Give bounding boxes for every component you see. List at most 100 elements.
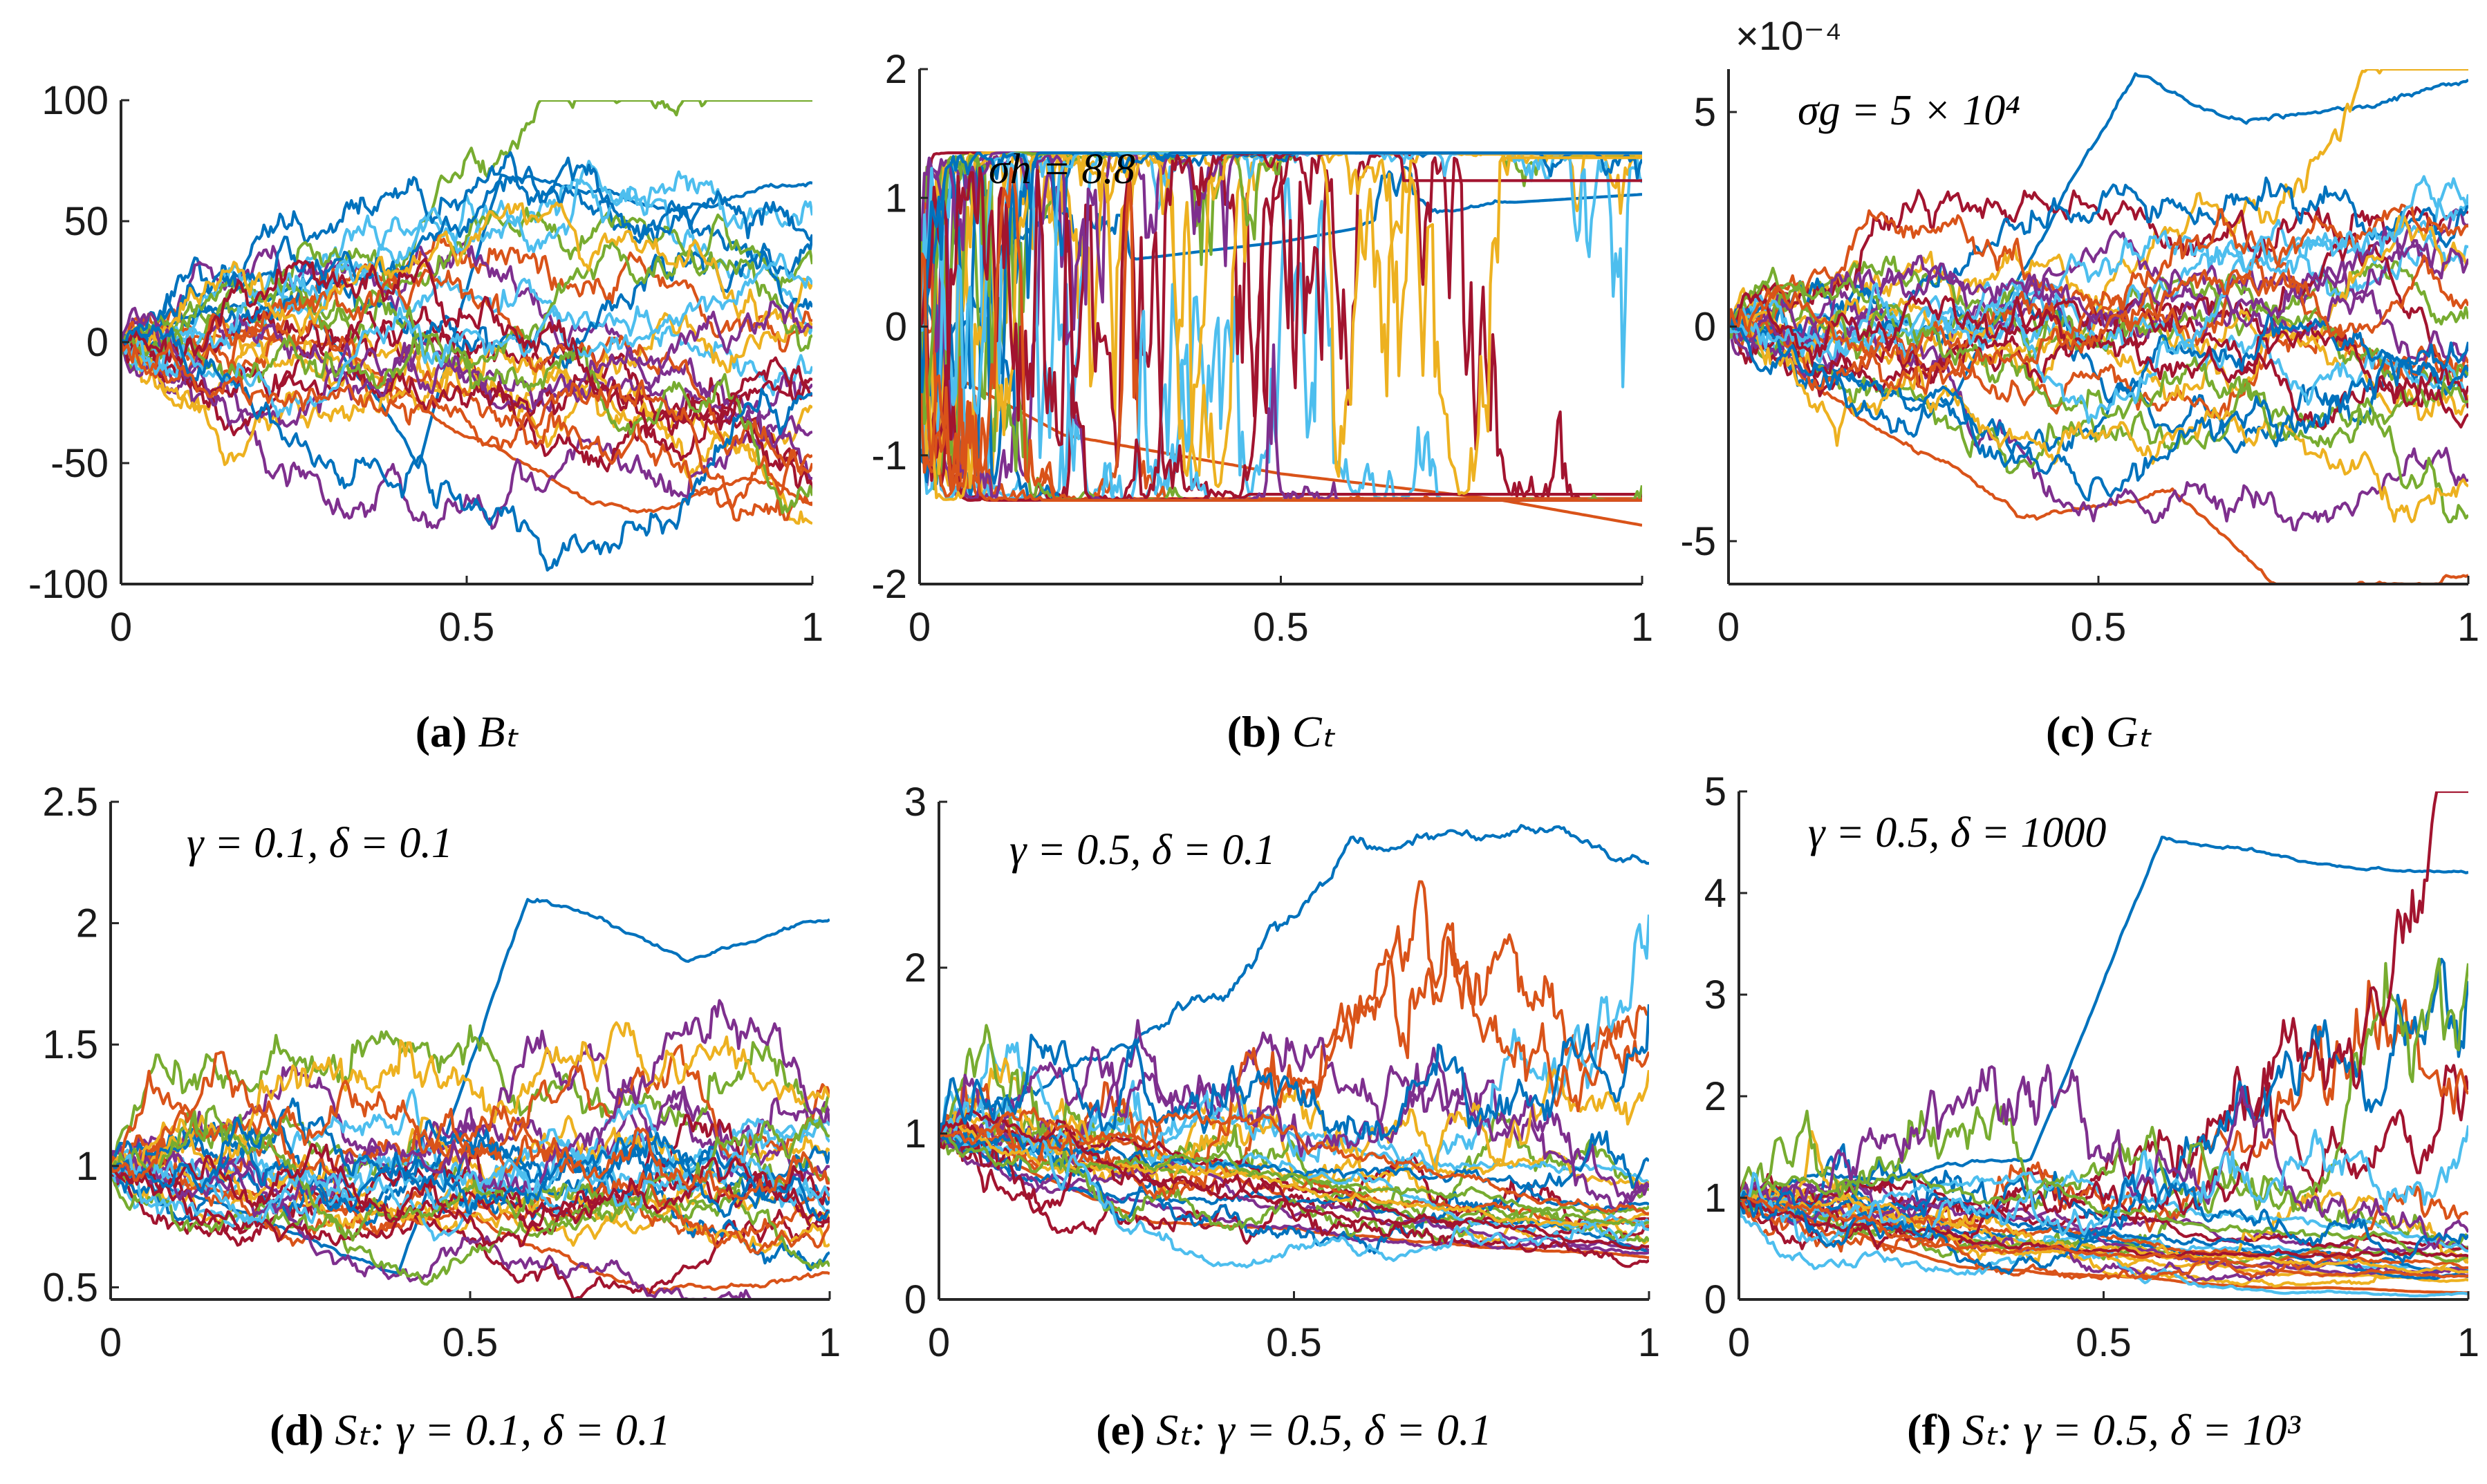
x-tick-label: 0.5 [2076,1320,2132,1365]
annotation: γ = 0.5, δ = 0.1 [1009,827,1276,874]
series-line-19 [1739,957,2468,1213]
series-line-8 [121,151,812,349]
series-line-14 [121,306,812,491]
series-line-29 [1729,318,2468,502]
annotation: γ = 0.5, δ = 1000 [1808,809,2106,856]
series-line-26 [111,1105,830,1242]
caption-spacer [2095,707,2106,756]
series-group [939,824,1649,1269]
series-line-30 [1739,1195,2468,1279]
series-line-19 [939,1024,1649,1243]
series-line-25 [121,300,812,428]
series-line-14 [111,1114,830,1247]
y-tick-label: 5 [1694,90,1716,135]
x-tick-label: 1 [819,1320,841,1365]
caption-body: Sₜ: γ = 0.5, δ = 0.1 [1156,1405,1492,1454]
series-line-9 [1739,979,2468,1254]
series-line-18 [111,1143,830,1299]
caption-spacer [1951,1405,1962,1454]
caption-body: Sₜ: γ = 0.1, δ = 0.1 [335,1405,671,1454]
panel-d: 0 0.5 10.511.522.5γ = 0.1, δ = 0.1(d) Sₜ: … [42,780,841,1454]
y-tick-label: 2 [885,47,907,92]
caption-label: (f) [1907,1405,1951,1454]
series-line-23 [121,268,812,473]
series-line-24 [111,1021,830,1174]
series-line-4 [121,332,812,530]
series-line-28 [939,1109,1649,1250]
y-tick-label: 100 [41,78,109,123]
series-line-24 [939,1118,1649,1229]
y-tick-label: 0 [86,320,109,365]
series-line-4 [1739,1178,2468,1254]
caption-spacer [324,1405,335,1454]
series-line-9 [111,1136,830,1239]
y-tick-label: 1.5 [42,1022,98,1067]
y-tick-label: 1 [904,1111,926,1156]
caption-body: Cₜ [1292,707,1336,756]
series-line-16 [111,1044,830,1247]
x-tick-label: 0 [909,605,931,650]
panel-e: 0 0.5 1 0 1 2 3 γ = 0.5, δ = 0.1 (e) Sₜ: γ = 0.5… [904,780,1660,1454]
x-tick-label: 1 [1638,1320,1660,1365]
x-tick-label: 1 [801,605,823,650]
y-tick-label: -100 [28,562,109,607]
y-tick-label: 0.5 [42,1265,98,1310]
y-tick-label: 1 [885,176,907,220]
y-tick-label: 4 [1704,871,1726,916]
caption-body: Bₜ [478,707,519,756]
x-tick-label: 0.5 [443,1320,499,1365]
caption: (a) Bₜ [416,707,519,756]
x-tick-label: 1 [2457,1320,2479,1365]
x-tick-label: 1 [1631,605,1653,650]
series-group [920,151,1642,527]
x-tick-label: 0.5 [1253,605,1309,650]
series-line-13 [939,914,1649,1176]
caption: (f) Sₜ: γ = 0.5, δ = 10³ [1907,1405,2300,1454]
annotation: σh = 8.8 [989,146,1135,193]
series-line-26 [939,1128,1649,1227]
caption-spacer [467,707,478,756]
caption: (b) Cₜ [1227,707,1336,756]
series-line-29 [121,324,812,572]
series-line-21 [111,1163,830,1247]
y-tick-label: 0 [1694,305,1716,350]
series-group [1729,69,2468,584]
y-tick-label: 50 [64,199,109,244]
series-group [111,898,830,1299]
series-line-28 [111,1143,830,1248]
y-tick-label: 1 [1704,1176,1726,1221]
series-line-30 [920,167,1642,502]
panel-b: 0 0.5 1 -2 -1 0 1 2 σh = 8.8 (b) Cₜ [871,47,1653,756]
series-group [1739,791,2468,1298]
x-tick-label: 0.5 [439,605,495,650]
x-tick-label: 0.5 [1266,1320,1322,1365]
series-line-24 [1739,1193,2468,1275]
x-tick-label: 1 [2457,605,2479,650]
x-tick-label: 0 [100,1320,122,1365]
panel-a: 0 0.5 1 -100 -50 0 50 100 (a) Bₜ [28,78,823,756]
y-tick-label: 0 [1704,1277,1726,1322]
caption-label: (e) [1096,1405,1145,1454]
series-line-30 [121,341,812,511]
series-line-21 [1739,791,2468,1250]
series-line-26 [1739,1172,2468,1263]
series-line-30 [1729,254,2468,395]
caption-label: (b) [1227,707,1281,756]
panel-c: 0 0.5 1-505×10⁻⁴σg = 5 × 10⁴(c) Gₜ [1680,14,2479,756]
y-tick-label: -5 [1680,519,1716,564]
annotation: σg = 5 × 10⁴ [1798,87,2020,134]
series-line-22 [1739,1192,2468,1280]
y-tick-label: -50 [50,441,109,486]
series-line-22 [1729,310,2468,456]
caption-body: Gₜ [2106,707,2152,756]
y-tick-label: 0 [885,305,907,350]
caption-label: (d) [270,1405,324,1454]
x-tick-label: 0 [110,605,132,650]
y-tick-label: 5 [1704,769,1726,814]
series-group [121,100,812,572]
x-tick-label: 0 [1717,605,1740,650]
series-line-21 [939,1118,1649,1268]
y-tick-label: 0 [904,1277,926,1322]
y-tick-label: 2 [1704,1074,1726,1119]
